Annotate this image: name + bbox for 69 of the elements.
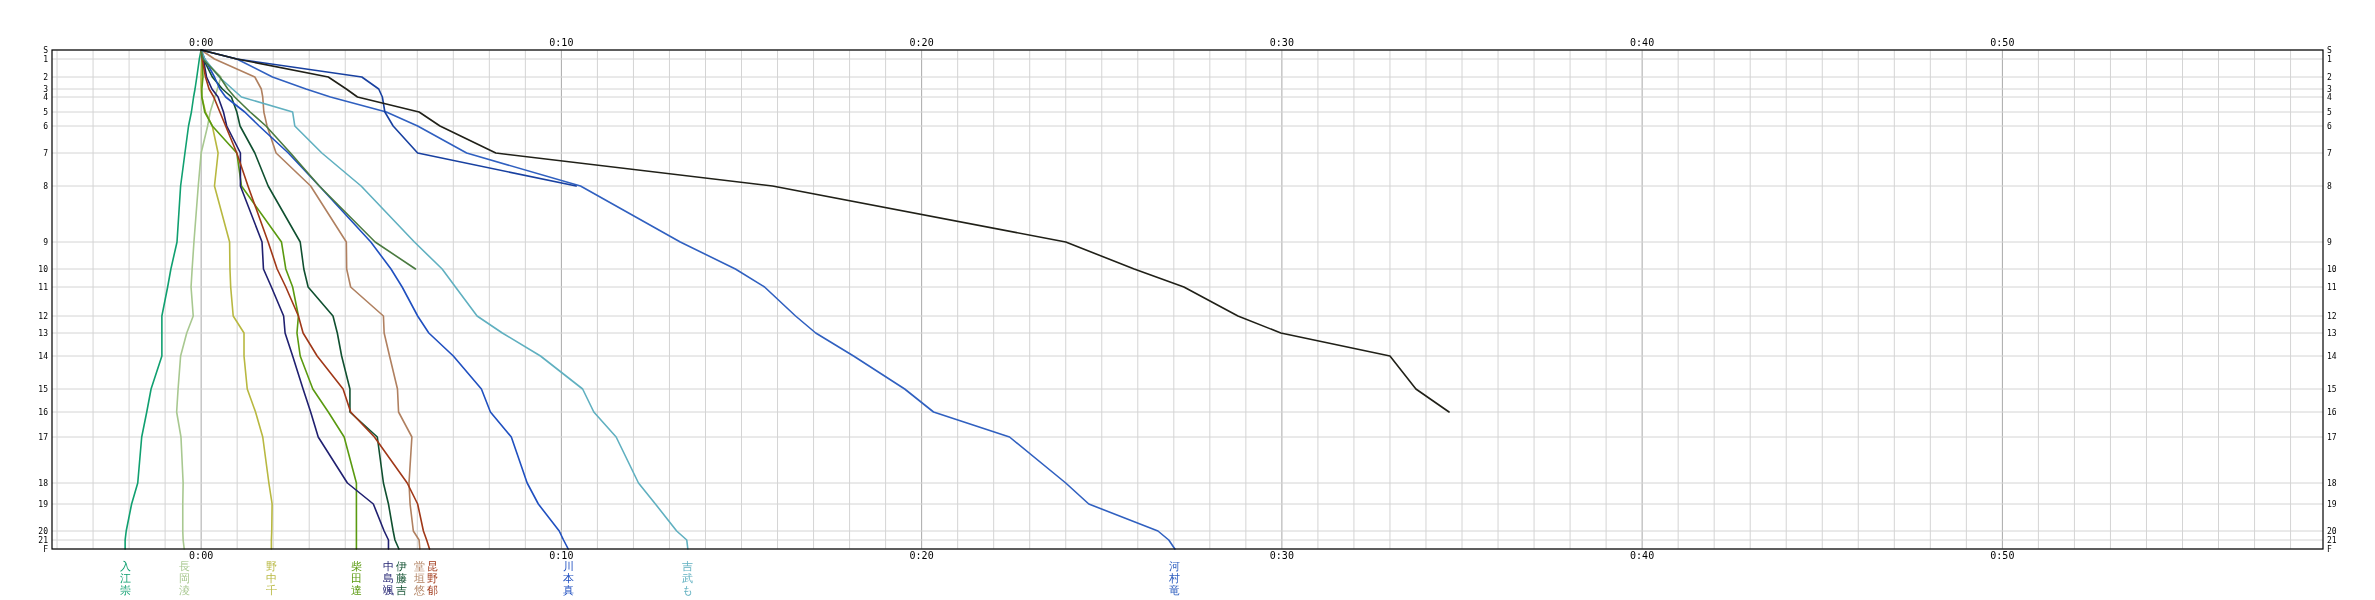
- y-tick-label: 13: [38, 329, 49, 338]
- category-label: 2: [2327, 73, 2332, 82]
- category-label: 14: [2327, 352, 2337, 361]
- category-label: 13: [2327, 329, 2337, 338]
- y-tick-label: 18: [38, 479, 49, 488]
- y-tick-label: 12: [38, 312, 49, 321]
- category-label: 6: [2327, 122, 2332, 131]
- x-tick-label: 0:50: [1990, 550, 2015, 561]
- category-label: 16: [2327, 408, 2337, 417]
- series-label: 野中千: [265, 560, 277, 597]
- y-tick-label: 15: [38, 385, 49, 394]
- x2-tick-label: 0:50: [1990, 37, 2015, 48]
- y-tick-label: 10: [38, 265, 49, 274]
- y-tick-label: 6: [43, 122, 49, 131]
- category-label: F: [2327, 545, 2332, 554]
- series-label: 中島颯: [382, 560, 394, 597]
- y-tick-label: S: [43, 46, 49, 55]
- category-label: 17: [2327, 433, 2337, 442]
- series-label: 昆野郁: [427, 560, 439, 597]
- y-tick-label: 16: [38, 408, 49, 417]
- category-label: 20: [2327, 527, 2337, 536]
- series-label: 長岡淩: [178, 560, 190, 597]
- x2-tick-label: 0:10: [549, 37, 574, 48]
- y-tick-label: 21: [38, 536, 49, 545]
- x2-tick-label: 0:20: [909, 37, 934, 48]
- category-label: 10: [2327, 265, 2337, 274]
- y-tick-label: 1: [43, 55, 49, 64]
- category-label: 12: [2327, 312, 2337, 321]
- y-tick-label: 7: [43, 149, 49, 158]
- series-label: 堂垣悠: [413, 560, 426, 597]
- category-label: 15: [2327, 385, 2337, 394]
- y-tick-label: 11: [38, 283, 49, 292]
- y-tick-label: F: [43, 545, 49, 554]
- series-label: 吉武も: [682, 560, 694, 597]
- category-label: 7: [2327, 149, 2332, 158]
- x-tick-label: 0:20: [909, 550, 934, 561]
- category-label: 8: [2327, 182, 2332, 191]
- x-tick-label: 0:00: [189, 550, 214, 561]
- category-label: 21: [2327, 536, 2337, 545]
- category-label: 3: [2327, 85, 2332, 94]
- category-label: 19: [2327, 500, 2337, 509]
- category-label: 18: [2327, 479, 2337, 488]
- y-tick-label: 20: [38, 527, 49, 536]
- y-tick-label: 4: [43, 93, 49, 102]
- x2-tick-label: 0:00: [189, 37, 214, 48]
- x-tick-label: 0:30: [1269, 550, 1294, 561]
- y-tick-label: 5: [43, 108, 49, 117]
- category-label: 4: [2327, 93, 2332, 102]
- y-tick-label: 2: [43, 73, 49, 82]
- category-label: 5: [2327, 108, 2332, 117]
- x2-tick-label: 0:30: [1269, 37, 1294, 48]
- x-tick-label: 0:10: [549, 550, 574, 561]
- series-label: 入江崇: [119, 560, 131, 597]
- category-label: S: [2327, 46, 2332, 55]
- category-label: 1: [2327, 55, 2332, 64]
- y-tick-label: 17: [38, 433, 49, 442]
- x2-tick-label: 0:40: [1630, 37, 1655, 48]
- series-label: 河村竜: [1168, 560, 1181, 597]
- series-label: 川本真: [562, 560, 574, 597]
- y-tick-label: 8: [43, 182, 49, 191]
- y-tick-label: 19: [38, 500, 49, 509]
- series-label: 柴田達: [350, 560, 362, 597]
- series-label: 伊藤吉: [395, 560, 407, 597]
- y-tick-label: 3: [43, 85, 49, 94]
- x-tick-label: 0:40: [1630, 550, 1655, 561]
- y-tick-label: 14: [38, 352, 49, 361]
- y-tick-label: 9: [43, 238, 49, 247]
- category-label: 9: [2327, 238, 2332, 247]
- category-label: 11: [2327, 283, 2337, 292]
